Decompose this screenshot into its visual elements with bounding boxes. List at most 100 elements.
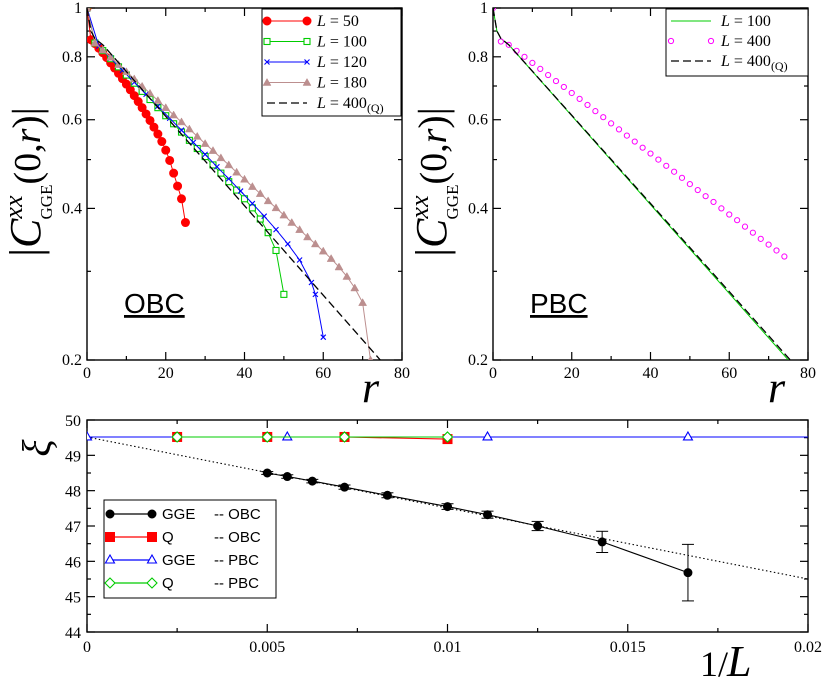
legend-label: L = 100 [316,34,367,51]
legend-entry: Q -- OBC [105,529,261,546]
data-point [320,334,327,341]
series-line [493,8,791,360]
data-point [256,215,264,223]
data-point [224,160,234,169]
ylabel-sub: GGE [443,185,462,220]
legend-bc: -- OBC [214,506,261,523]
data-point [533,521,543,531]
series-l-400-q- [87,8,381,360]
data-point [639,144,646,151]
legend-marker [302,77,312,86]
panel-label: PBC [530,288,588,319]
data-point [757,235,764,242]
data-point [262,468,272,478]
data-point [483,510,493,520]
data-point [482,430,493,441]
ylabel-sub: GGE [37,185,56,220]
data-point [647,150,654,157]
ylabel-sup: xx [0,195,28,220]
legend-box [103,499,277,599]
series-l-100 [87,8,288,298]
legend-marker [304,59,310,65]
data-point [240,195,249,203]
data-point [560,83,567,91]
data-point [367,355,374,360]
legend-label: L = 400(Q) [316,95,384,115]
data-point [552,77,560,85]
y-tick-label: 50 [65,413,81,430]
data-point [295,225,305,233]
data-point [781,253,788,260]
data-point [200,139,210,147]
data-point [350,283,360,292]
legend-entry: L = 400(Q) [267,95,384,115]
legend-marker [302,16,312,26]
x-tick-label: 0.005 [249,639,285,656]
legend-entry: L = 100 [671,13,771,30]
ylabel-r: r [413,128,455,143]
data-point [208,146,218,154]
y-axis-label: |Cxx GGE(0,r)| [405,107,462,257]
data-point [157,137,167,147]
data-point [281,430,293,441]
y-tick-label: 47 [65,519,81,536]
y-tick-label: 0.2 [62,352,82,369]
data-point [340,482,350,492]
ylabel-C: C [407,218,456,248]
x-axis-label-L: L [726,637,751,686]
legend-marker [147,509,157,519]
legend-value: = 400 [730,53,771,70]
data-point [145,115,155,125]
data-point [545,71,552,79]
ylabel-r: r [7,128,49,143]
x-tick-label: 40 [643,365,659,382]
ylabel-abs: | [407,248,456,257]
x-tick-label: 0.01 [434,639,462,656]
legend-value: = 100 [730,13,771,30]
data-point [718,205,725,212]
data-point [145,88,155,97]
data-point [169,168,179,178]
data-point [201,153,209,161]
data-point [682,430,694,441]
data-point [592,108,599,115]
legend-entry: L = 120 [264,54,367,71]
y-axis-label: |Cxx GGE(0,r)| [0,107,56,257]
legend-entry: GGE -- PBC [104,552,259,569]
data-point [615,126,623,133]
legend-label: L = 400(Q) [720,53,788,73]
series-gge-obc [261,468,694,602]
legend-label: GGE [162,552,195,569]
data-point [296,257,303,263]
data-point [202,151,209,158]
data-point [600,114,607,121]
data-point [190,139,197,146]
data-point [90,38,100,47]
legend-marker [105,532,115,542]
legend-label: L = 120 [316,54,367,71]
ylabel-close: )| [4,107,49,128]
data-point [342,271,352,280]
data-point [153,96,163,104]
data-point [710,198,717,206]
legend-marker [264,59,270,65]
legend-label: Q [162,529,174,546]
legend-marker [263,37,271,46]
data-point [114,60,123,68]
x-tick-label: 40 [237,365,253,382]
data-point [683,568,693,578]
data-point [248,204,256,212]
data-point [694,186,701,194]
legend-entry: GGE -- OBC [105,506,261,523]
legend-marker [262,16,272,26]
legend-marker [262,77,272,86]
data-point [584,101,591,109]
x-tick-label: 80 [394,365,410,382]
data-point [271,203,281,212]
data-point [382,490,392,500]
legend-bc: -- OBC [214,529,261,546]
legend-L: L [720,33,730,50]
series-line [87,8,186,223]
obc-plot-area [87,8,381,360]
legend-suffix: (Q) [367,101,384,115]
